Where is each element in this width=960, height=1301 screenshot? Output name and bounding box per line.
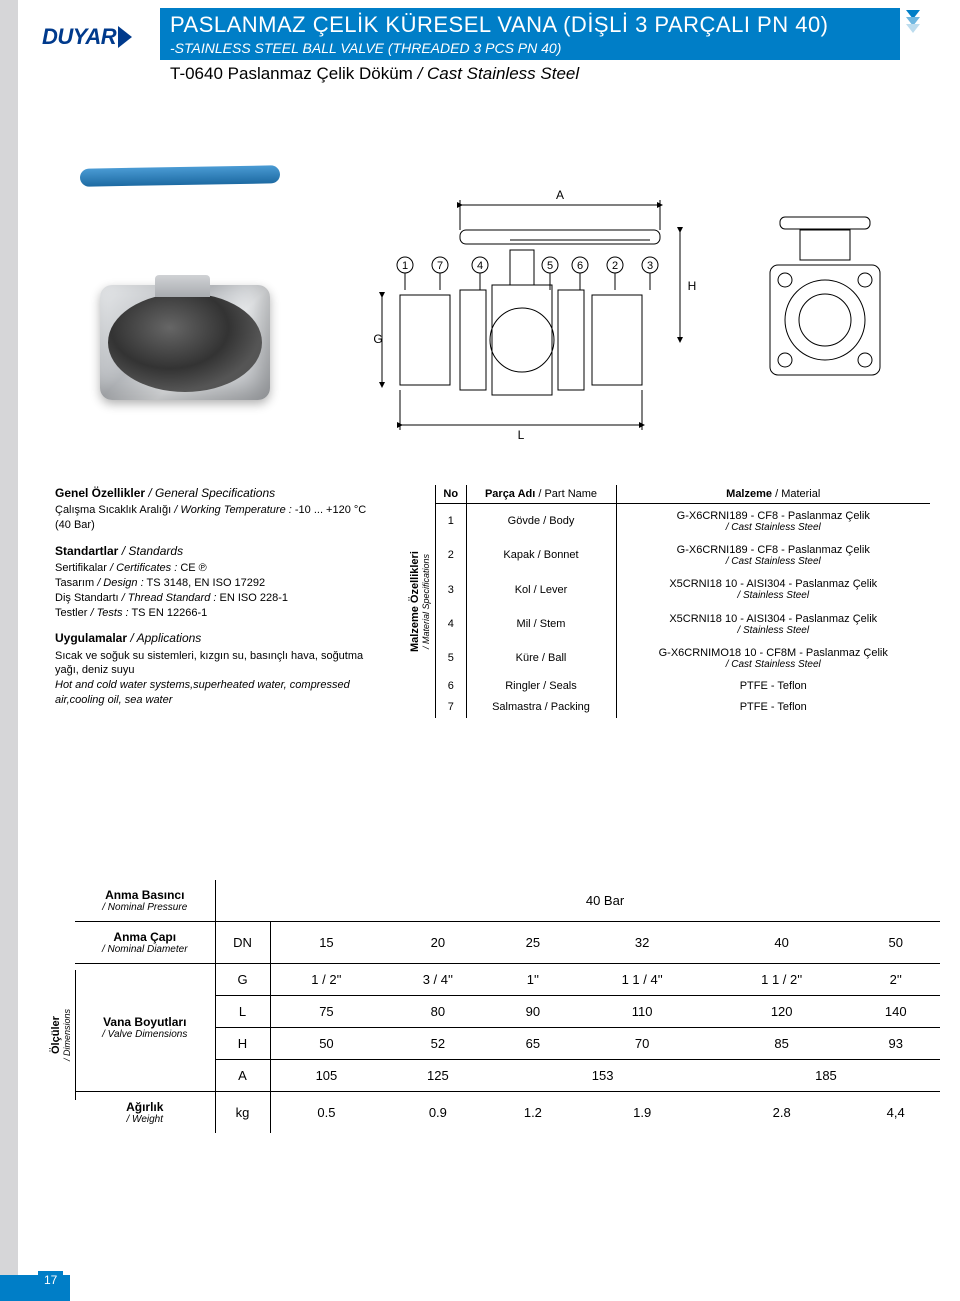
material-row: 7 Salmastra / Packing PTFE - Teflon bbox=[436, 697, 930, 718]
model-line: T-0640 Paslanmaz Çelik Döküm / Cast Stai… bbox=[160, 60, 900, 88]
standard-item: Diş Standartı / Thread Standard : EN ISO… bbox=[55, 591, 375, 606]
standard-item: Tasarım / Design : TS 3148, EN ISO 17292 bbox=[55, 576, 375, 591]
svg-text:6: 6 bbox=[577, 260, 583, 272]
dimensions-table: Anma Basıncı / Nominal Pressure 40 Bar A… bbox=[75, 880, 940, 1133]
standards-heading: Standartlar / Standards bbox=[55, 543, 375, 559]
svg-text:G: G bbox=[373, 332, 382, 346]
product-photo bbox=[60, 195, 320, 405]
col-no: No bbox=[436, 485, 466, 504]
standard-item: Sertifikalar / Certificates : CE ℗ bbox=[55, 561, 375, 576]
material-row: 1 Gövde / Body G-X6CRNI189 - CF8 - Pasla… bbox=[436, 504, 930, 539]
applications-heading: Uygulamalar / Applications bbox=[55, 630, 375, 646]
page-number: 17 bbox=[38, 1271, 63, 1289]
svg-text:A: A bbox=[556, 188, 564, 202]
svg-text:2: 2 bbox=[612, 260, 618, 272]
model-en: / Cast Stainless Steel bbox=[418, 64, 580, 83]
svg-text:7: 7 bbox=[437, 260, 443, 272]
row-weight: Ağırlık / Weight kg 0.5 0.9 1.2 1.9 2.8 … bbox=[75, 1092, 940, 1134]
technical-drawing: 1 7 4 5 6 2 3 L bbox=[370, 145, 910, 445]
header: DUYAR PASLANMAZ ÇELİK KÜRESEL VANA (DİŞL… bbox=[0, 0, 960, 120]
model-tr: T-0640 Paslanmaz Çelik Döküm bbox=[170, 64, 413, 83]
material-table: No Parça Adı / Part Name Malzeme / Mater… bbox=[436, 485, 930, 718]
brand-name: DUYAR bbox=[42, 24, 116, 50]
general-specifications: Genel Özellikler / General Specification… bbox=[55, 485, 375, 718]
material-row: 6 Ringler / Seals PTFE - Teflon bbox=[436, 675, 930, 696]
specifications-row: Genel Özellikler / General Specification… bbox=[55, 485, 930, 718]
pressure-value: 40 Bar bbox=[270, 880, 940, 922]
col-part: Parça Adı / Part Name bbox=[466, 485, 616, 504]
material-heading-rotated: Malzeme Özellikleri / Material Specifica… bbox=[405, 485, 436, 718]
svg-text:5: 5 bbox=[547, 260, 553, 272]
row-pressure: Anma Basıncı / Nominal Pressure 40 Bar bbox=[75, 880, 940, 922]
material-row: 4 Mil / Stem X5CRNI18 10 - AISI304 - Pas… bbox=[436, 607, 930, 641]
material-specifications: Malzeme Özellikleri / Material Specifica… bbox=[405, 485, 930, 718]
svg-text:H: H bbox=[688, 279, 697, 293]
applications-text: Sıcak ve soğuk su sistemleri, kızgın su,… bbox=[55, 649, 375, 708]
working-temperature: Çalışma Sıcaklık Aralığı / Working Tempe… bbox=[55, 503, 375, 533]
side-gray-bar bbox=[0, 0, 18, 1280]
diagram-area: 1 7 4 5 6 2 3 L bbox=[40, 135, 920, 455]
brand-arrow-icon bbox=[118, 26, 132, 48]
title-block: PASLANMAZ ÇELİK KÜRESEL VANA (DİŞLİ 3 PA… bbox=[160, 8, 900, 88]
gen-specs-heading: Genel Özellikler / General Specification… bbox=[55, 485, 375, 501]
material-row: 3 Kol / Lever X5CRNI18 10 - AISI304 - Pa… bbox=[436, 573, 930, 607]
col-material: Malzeme / Material bbox=[616, 485, 930, 504]
header-chevron-icon bbox=[906, 10, 920, 33]
standard-item: Testler / Tests : TS EN 12266-1 bbox=[55, 606, 375, 621]
row-g: Vana Boyutları / Valve Dimensions G 1 / … bbox=[75, 964, 940, 996]
svg-text:4: 4 bbox=[477, 260, 483, 272]
standards-list: Sertifikalar / Certificates : CE ℗Tasarı… bbox=[55, 561, 375, 620]
row-dn: Anma Çapı / Nominal Diameter DN 15 20 25… bbox=[75, 922, 940, 964]
brand-logo: DUYAR bbox=[42, 24, 132, 50]
svg-text:L: L bbox=[518, 428, 525, 442]
dimensions-section: Ölçüler / Dimensions Anma Basıncı / Nomi… bbox=[55, 880, 920, 1133]
material-row: 5 Küre / Ball G-X6CRNIMO18 10 - CF8M - P… bbox=[436, 641, 930, 675]
dimensions-heading-rotated: Ölçüler / Dimensions bbox=[47, 970, 76, 1100]
title-en: -STAINLESS STEEL BALL VALVE (THREADED 3 … bbox=[160, 40, 900, 60]
material-row: 2 Kapak / Bonnet G-X6CRNI189 - CF8 - Pas… bbox=[436, 538, 930, 572]
svg-text:1: 1 bbox=[402, 260, 408, 272]
title-tr: PASLANMAZ ÇELİK KÜRESEL VANA (DİŞLİ 3 PA… bbox=[160, 8, 900, 40]
svg-text:3: 3 bbox=[647, 260, 653, 272]
